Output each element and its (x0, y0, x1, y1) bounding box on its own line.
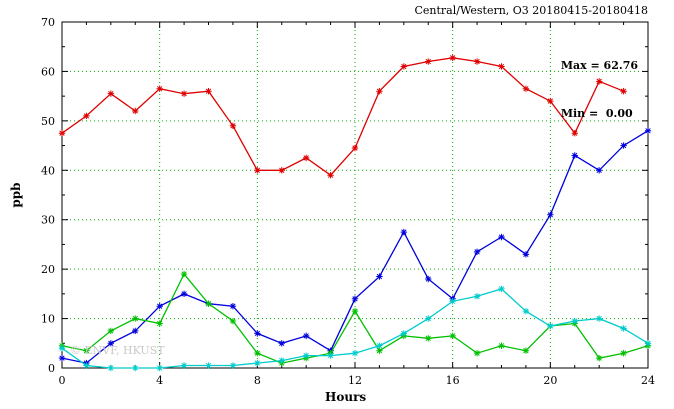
watermark: © ENVF, HKUST (70, 344, 165, 357)
plot-border (61, 21, 649, 369)
series-markers (58, 54, 627, 179)
y-tick-label: 50 (41, 115, 55, 128)
y-tick-label: 60 (41, 65, 55, 78)
series-day1-red (58, 54, 627, 179)
x-tick-label: 24 (641, 374, 655, 387)
x-tick-label: 8 (254, 374, 261, 387)
series-day4-cyan (58, 285, 652, 372)
grid-layer (62, 22, 648, 368)
series-markers (58, 285, 652, 372)
x-tick-label: 4 (156, 374, 163, 387)
max-annotation: Max = 62.76 (560, 58, 638, 72)
y-tick-label: 10 (41, 313, 55, 326)
y-tick-label: 30 (41, 214, 55, 227)
x-tick-label: 20 (543, 374, 557, 387)
x-tick-label: 12 (348, 374, 362, 387)
x-axis-label: Hours (325, 390, 367, 404)
y-tick-label: 70 (41, 16, 55, 29)
y-tick-label: 40 (41, 164, 55, 177)
chart-title: Central/Western, O3 20180415-20180418 (414, 4, 648, 17)
min-annotation: Min = 0.00 (560, 106, 633, 120)
y-tick-label: 20 (41, 263, 55, 276)
x-tick-label: 16 (446, 374, 460, 387)
y-axis-label: ppb (9, 182, 23, 208)
x-tick-label: 0 (59, 374, 66, 387)
maxmin-annotation: Max = 62.76 Min = 0.00 (561, 26, 638, 154)
y-tick-label: 0 (48, 362, 55, 375)
